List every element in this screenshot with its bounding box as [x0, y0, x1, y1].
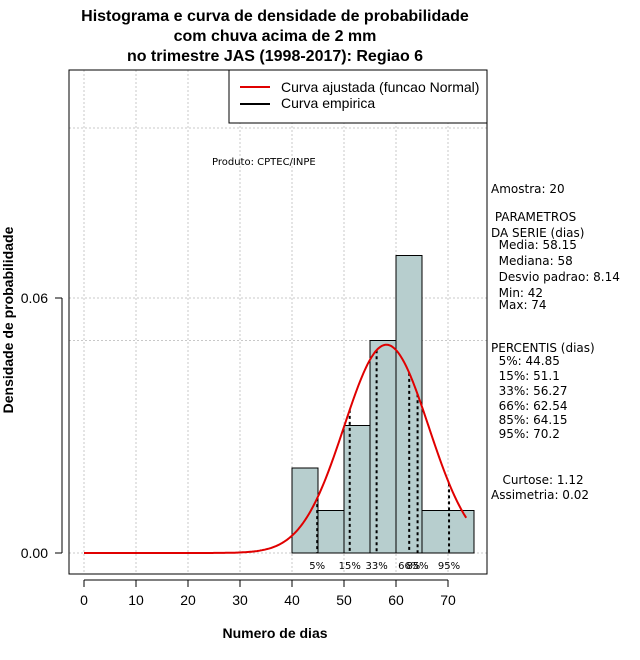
grid-lines	[69, 70, 487, 574]
stats-line-9: 5%: 44.85	[491, 354, 560, 368]
stats-line-0: Amostra: 20	[491, 182, 565, 196]
stats-line-5: Desvio padrao: 8.14	[491, 270, 620, 284]
x-tick-label-0: 0	[80, 592, 88, 608]
x-tick-label-7: 70	[440, 592, 456, 608]
percentile-label-0: 5%	[309, 561, 325, 572]
histogram-bar-1	[317, 510, 345, 554]
stats-line-13: 85%: 64.15	[491, 413, 568, 427]
stats-line-7: Max: 74	[491, 298, 547, 312]
chart-title-line-3: no trimestre JAS (1998-2017): Regiao 6	[127, 48, 423, 65]
x-tick-label-3: 30	[232, 592, 248, 608]
stats-line-16: Assimetria: 0.02	[491, 488, 589, 502]
x-tick-label-6: 60	[388, 592, 404, 608]
y-tick-label-1: 0.06	[21, 290, 48, 306]
y-axis-label: Densidade de probabilidade	[0, 226, 16, 413]
axis-ticks: 0 10 20 30 40 50 60 70 0.00 0.06	[21, 290, 456, 608]
stats-line-1: PARAMETROS	[491, 210, 576, 224]
produto-label: Produto: CPTEC/INPE	[212, 157, 316, 168]
histogram-bars	[291, 255, 475, 554]
percentile-labels: 5% 15% 33% 66%85% 95%	[309, 561, 460, 572]
x-tick-label-1: 10	[128, 592, 144, 608]
x-tick-label-5: 50	[336, 592, 352, 608]
percentile-label-4: 85%	[406, 561, 428, 572]
stats-line-10: 15%: 51.1	[491, 369, 560, 383]
stats-line-15: Curtose: 1.12	[491, 473, 584, 487]
stats-line-12: 66%: 62.54	[491, 399, 568, 413]
chart-title-line-2: com chuva acima de 2 mm	[174, 28, 377, 45]
normal-curve-series	[84, 343, 468, 554]
chart-title-line-1: Histograma e curva de densidade de proba…	[81, 8, 469, 25]
percentile-label-1: 15%	[339, 561, 361, 572]
stats-line-11: 33%: 56.27	[491, 384, 568, 398]
percentile-label-3: 66%	[398, 561, 420, 572]
legend-label-fitted: Curva ajustada (funcao Normal)	[281, 79, 479, 95]
plot-frame	[68, 69, 488, 575]
histogram-bar-3	[369, 340, 397, 554]
legend: Curva ajustada (funcao Normal) Curva emp…	[228, 69, 488, 124]
stats-line-14: 95%: 70.2	[491, 427, 560, 441]
x-axis-label: Numero de dias	[222, 625, 327, 641]
stats-line-4: Mediana: 58	[491, 254, 573, 268]
percentile-label-5: 95%	[438, 561, 460, 572]
histogram-bar-0	[291, 467, 319, 554]
stats-panel: Amostra: 20 PARAMETROS DA SERIE (dias) Me…	[491, 182, 620, 502]
stats-line-6: Min: 42	[491, 286, 543, 300]
legend-label-empirical: Curva empirica	[281, 95, 375, 111]
histogram-bar-2	[343, 425, 371, 554]
percentile-label-2: 33%	[365, 561, 387, 572]
percentile-lines	[316, 350, 451, 553]
stats-line-8: PERCENTIS (dias)	[491, 341, 595, 355]
y-tick-label-0: 0.00	[21, 545, 48, 561]
legend-box	[228, 69, 488, 124]
stats-line-2: DA SERIE (dias)	[491, 226, 584, 240]
stats-line-3: Media: 58.15	[491, 238, 577, 252]
x-tick-label-2: 20	[180, 592, 196, 608]
x-tick-label-4: 40	[284, 592, 300, 608]
